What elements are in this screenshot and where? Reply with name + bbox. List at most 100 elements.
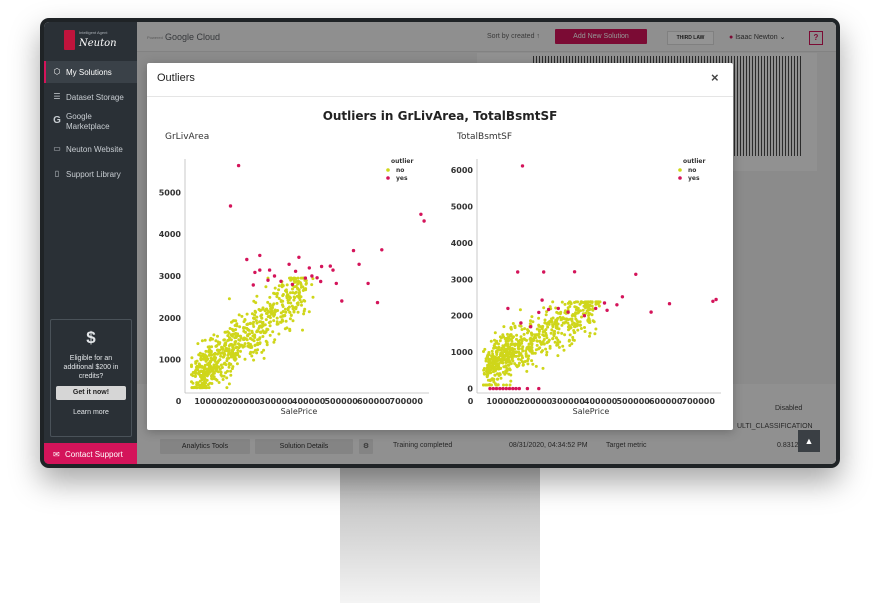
point-no <box>545 341 549 345</box>
app-screen: Intelligent Agent Neuton ⬡ My Solutions … <box>44 22 836 464</box>
point-no <box>538 339 542 343</box>
point-no <box>526 362 530 366</box>
point-no <box>229 342 233 346</box>
add-new-solution-button[interactable]: Add New Solution <box>555 29 647 44</box>
point-no <box>529 319 532 323</box>
point-no <box>295 280 299 283</box>
x-tick-label: 100000 <box>194 397 228 406</box>
analytics-tools-button[interactable]: Analytics Tools <box>160 439 250 454</box>
point-no <box>573 314 577 318</box>
point-no <box>288 276 291 280</box>
point-no <box>502 335 505 339</box>
point-yes <box>511 386 515 391</box>
sidebar-item-dataset-storage[interactable]: ☰ Dataset Storage <box>44 86 137 108</box>
point-no <box>225 357 229 361</box>
brand-logo[interactable]: Intelligent Agent Neuton <box>64 28 117 52</box>
point-no <box>493 345 497 349</box>
point-no <box>235 324 239 328</box>
point-no <box>270 312 274 316</box>
point-no <box>495 356 499 360</box>
point-no <box>283 307 287 311</box>
sidebar-item-google-marketplace[interactable]: G Google Marketplace <box>44 110 137 132</box>
point-no <box>517 344 520 348</box>
point-no <box>212 375 216 379</box>
point-no <box>574 317 578 321</box>
point-no <box>489 339 493 343</box>
gear-icon[interactable]: ⚙ <box>359 439 373 454</box>
point-no <box>550 317 553 321</box>
sidebar-item-my-solutions[interactable]: ⬡ My Solutions <box>44 61 137 83</box>
y-tick-label: 4000 <box>159 230 182 239</box>
point-no <box>262 356 266 360</box>
point-no <box>210 377 214 381</box>
point-no <box>482 368 486 372</box>
point-no <box>576 328 580 332</box>
help-button[interactable]: ? <box>809 31 823 45</box>
get-credits-button[interactable]: Get it now! <box>56 386 126 400</box>
point-no <box>302 299 306 302</box>
point-yes <box>258 268 262 272</box>
point-no <box>223 330 227 334</box>
point-no <box>277 284 281 288</box>
point-no <box>503 372 507 376</box>
point-yes <box>279 279 283 283</box>
powered-by-label: Powered <box>147 35 163 40</box>
point-no <box>551 337 555 340</box>
point-no <box>570 319 574 323</box>
point-yes <box>310 274 314 278</box>
point-no <box>239 334 243 338</box>
point-no <box>216 370 220 374</box>
point-no <box>488 369 491 373</box>
point-no <box>246 322 250 326</box>
user-menu[interactable]: ● Isaac Newton ⌄ <box>729 33 785 41</box>
point-no <box>195 365 198 369</box>
point-no <box>548 346 552 350</box>
point-no <box>266 300 270 304</box>
contact-support-button[interactable]: ✉ Contact Support <box>44 443 137 464</box>
point-no <box>219 363 223 367</box>
point-no <box>544 347 548 351</box>
point-no <box>282 314 286 318</box>
point-no <box>563 309 567 313</box>
point-no <box>489 358 493 361</box>
point-no <box>251 322 255 326</box>
scroll-to-top-button[interactable]: ▲ <box>798 430 820 452</box>
x-tick-label: 600000 <box>357 397 391 406</box>
third-law-button[interactable]: THIRD LAW <box>667 31 714 45</box>
point-no <box>191 386 195 390</box>
legend-label: no <box>688 167 696 174</box>
point-no <box>210 353 213 357</box>
point-no <box>231 345 235 348</box>
point-no <box>270 309 274 313</box>
point-no <box>213 351 217 355</box>
learn-more-link[interactable]: Learn more <box>73 409 109 416</box>
point-yes <box>516 270 520 274</box>
point-yes <box>542 270 546 274</box>
legend-marker <box>678 176 682 180</box>
point-no <box>545 336 549 340</box>
close-icon[interactable]: × <box>711 70 719 85</box>
point-no <box>511 353 515 357</box>
point-no <box>581 308 585 312</box>
point-yes <box>711 299 715 303</box>
point-no <box>213 359 217 363</box>
point-no <box>252 325 256 328</box>
point-no <box>545 353 549 357</box>
point-no <box>255 351 259 355</box>
point-no <box>544 313 548 317</box>
point-no <box>519 358 523 362</box>
point-no <box>229 338 233 342</box>
point-no <box>593 332 597 336</box>
point-no <box>554 324 558 328</box>
point-no <box>223 342 227 346</box>
point-no <box>258 342 262 346</box>
point-no <box>230 320 233 324</box>
sidebar-item-support-library[interactable]: ▯ Support Library <box>44 163 137 185</box>
legend-label: yes <box>688 175 700 182</box>
point-no <box>251 350 255 354</box>
point-no <box>553 340 557 344</box>
sort-dropdown[interactable]: Sort by created ↑ <box>487 33 540 40</box>
solution-details-button[interactable]: Solution Details <box>255 439 353 454</box>
point-no <box>527 354 531 358</box>
sidebar-item-neuton-website[interactable]: ▭ Neuton Website <box>44 138 137 160</box>
